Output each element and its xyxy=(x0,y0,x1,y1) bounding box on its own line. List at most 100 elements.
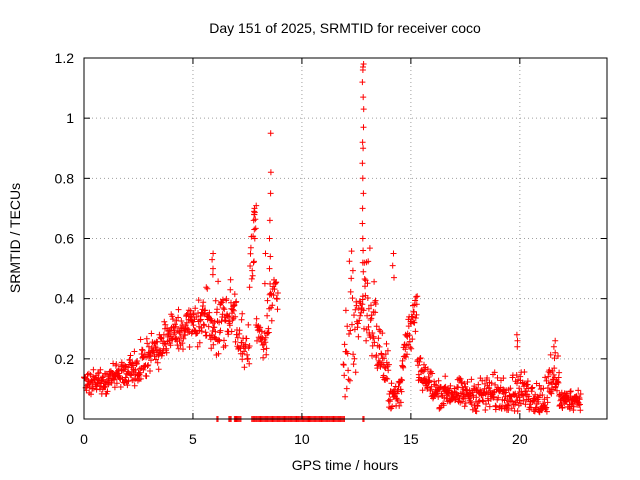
data-point xyxy=(241,348,247,355)
data-point xyxy=(212,328,219,335)
data-point xyxy=(424,384,431,391)
data-point xyxy=(202,307,209,314)
data-point xyxy=(232,313,239,320)
data-point xyxy=(208,345,215,352)
data-point xyxy=(220,305,227,311)
data-point xyxy=(384,375,391,382)
data-point xyxy=(90,366,97,373)
data-point xyxy=(169,316,176,323)
data-point xyxy=(539,392,546,398)
data-point xyxy=(158,335,165,342)
data-point xyxy=(223,295,230,302)
data-point xyxy=(139,347,146,354)
data-point xyxy=(359,160,366,167)
data-point xyxy=(200,299,207,306)
data-point xyxy=(567,388,574,395)
data-point xyxy=(355,333,362,340)
data-point xyxy=(267,190,274,197)
data-point xyxy=(374,365,381,372)
y-tick-label: 0.6 xyxy=(55,231,75,247)
data-point xyxy=(415,362,422,369)
data-point xyxy=(360,145,367,152)
data-point xyxy=(249,267,256,274)
data-point xyxy=(554,378,561,385)
data-point xyxy=(360,106,367,113)
data-point xyxy=(222,317,229,324)
data-point xyxy=(577,407,584,414)
data-point xyxy=(473,408,480,415)
data-point xyxy=(447,382,454,389)
data-point xyxy=(547,351,554,358)
data-point xyxy=(507,385,514,392)
data-point xyxy=(197,316,204,323)
data-point xyxy=(404,351,410,358)
data-point xyxy=(387,396,394,403)
data-point xyxy=(397,399,404,406)
data-point xyxy=(251,211,258,218)
data-point xyxy=(274,290,281,296)
data-point xyxy=(208,317,215,324)
data-point xyxy=(244,355,251,362)
data-point xyxy=(486,385,493,392)
data-point xyxy=(514,337,521,344)
data-point xyxy=(341,341,348,348)
data-point xyxy=(344,350,351,357)
y-tick-label: 1.2 xyxy=(55,50,75,66)
data-point xyxy=(274,306,281,313)
data-point xyxy=(390,250,397,257)
data-point xyxy=(543,408,550,415)
data-point xyxy=(140,366,147,373)
data-point xyxy=(368,302,374,309)
data-point xyxy=(247,263,254,269)
data-point xyxy=(264,297,271,304)
data-point xyxy=(360,190,367,197)
data-point xyxy=(187,307,194,314)
data-point xyxy=(381,355,387,362)
data-point xyxy=(99,374,106,381)
data-point xyxy=(559,405,566,411)
grid-lines xyxy=(84,58,607,419)
data-point xyxy=(147,368,153,374)
data-point xyxy=(542,374,549,381)
data-point xyxy=(354,320,361,327)
data-point xyxy=(232,338,239,345)
data-point xyxy=(552,337,559,344)
data-point xyxy=(82,375,89,381)
data-point xyxy=(247,250,254,257)
data-point xyxy=(117,384,124,390)
data-point xyxy=(413,311,420,318)
data-point xyxy=(365,305,372,312)
data-point xyxy=(245,321,252,328)
data-point xyxy=(359,175,366,182)
data-point xyxy=(391,274,397,281)
data-point xyxy=(554,387,560,394)
data-point xyxy=(408,345,415,352)
data-point xyxy=(258,328,265,335)
data-point xyxy=(360,247,367,254)
data-point xyxy=(137,375,144,382)
data-point xyxy=(486,403,493,410)
data-point xyxy=(412,328,419,335)
data-point xyxy=(359,205,366,212)
data-point xyxy=(381,364,388,371)
data-point xyxy=(514,380,520,387)
data-point xyxy=(344,323,351,330)
data-point xyxy=(412,315,419,321)
data-point xyxy=(348,248,355,255)
data-point xyxy=(365,323,372,330)
data-point xyxy=(159,349,166,356)
data-point xyxy=(372,301,379,307)
data-point xyxy=(512,390,519,397)
data-point xyxy=(514,343,521,350)
data-point xyxy=(471,383,478,390)
data-point xyxy=(546,367,553,374)
data-point xyxy=(214,306,221,313)
data-point xyxy=(195,297,202,304)
data-point xyxy=(484,375,491,381)
data-point xyxy=(262,334,269,341)
data-point xyxy=(347,327,354,334)
data-point xyxy=(351,355,358,362)
data-point xyxy=(543,404,550,411)
data-point xyxy=(198,324,205,331)
data-point xyxy=(425,374,432,380)
